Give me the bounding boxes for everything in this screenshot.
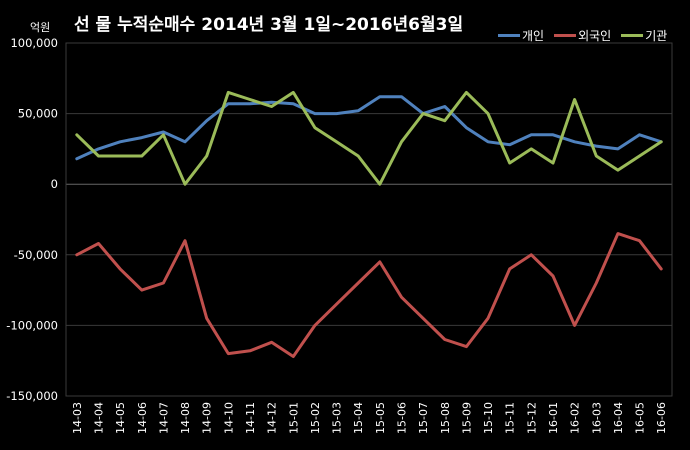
x-tick-label: 15-05 — [374, 402, 387, 434]
series-lines — [75, 90, 663, 358]
x-tick-label: 15-12 — [525, 402, 538, 434]
legend-label-individual: 개인 — [522, 29, 545, 43]
x-tick-label: 16-05 — [634, 402, 647, 434]
legend-label-foreign: 외국인 — [578, 29, 612, 43]
y-axis: 100,000 50,000 0 -50,000 -100,000 -150,000 — [6, 36, 58, 403]
x-tick-label: 15-09 — [460, 402, 473, 434]
x-tick-label: 15-04 — [352, 402, 365, 434]
x-tick-label: 16-03 — [590, 402, 603, 434]
y-tick-label: -100,000 — [6, 318, 58, 332]
y-tick-label: -50,000 — [14, 248, 58, 262]
legend-label-institution: 기관 — [645, 29, 668, 43]
series-line-2 — [75, 90, 663, 186]
chart-title: 선 물 누적순매수 2014년 3월 1일~2016년6월3일 — [74, 15, 464, 35]
y-tick-label: 50,000 — [18, 107, 58, 121]
x-tick-label: 14-11 — [244, 402, 257, 434]
y-tick-label: -150,000 — [6, 389, 58, 403]
legend-item-individual: 개인 — [498, 27, 544, 44]
gridlines — [66, 113, 672, 326]
x-tick-label: 15-02 — [309, 402, 322, 434]
legend-swatch-foreign — [554, 34, 577, 37]
y-tick-label: 100,000 — [10, 36, 58, 50]
x-axis: 14-03 14-04 14-05 14-06 14-07 14-08 14-09 14-10… — [71, 402, 668, 434]
legend: 개인 외국인 기관 — [498, 27, 667, 44]
x-tick-label: 15-11 — [504, 402, 517, 434]
y-unit-label: 억원 — [30, 21, 51, 34]
x-tick-label: 15-01 — [287, 402, 300, 434]
y-tick-label: 0 — [51, 177, 58, 191]
x-tick-label: 14-03 — [71, 402, 84, 434]
legend-item-foreign: 외국인 — [554, 27, 611, 44]
x-tick-label: 15-06 — [395, 402, 408, 434]
x-tick-label: 15-08 — [439, 402, 452, 434]
x-tick-label: 16-01 — [547, 402, 560, 434]
legend-item-institution: 기관 — [621, 27, 667, 44]
series-line-0 — [75, 95, 663, 161]
series-line-1 — [75, 232, 663, 358]
x-tick-label: 15-03 — [331, 402, 344, 434]
x-tick-label: 16-06 — [655, 402, 668, 434]
x-tick-label: 14-09 — [201, 402, 214, 434]
x-tick-label: 16-02 — [569, 402, 582, 434]
x-tick-label: 16-04 — [612, 402, 625, 434]
x-tick-label: 14-10 — [222, 402, 235, 434]
x-tick-label: 15-07 — [417, 402, 430, 434]
x-tick-label: 14-07 — [157, 402, 170, 434]
legend-swatch-institution — [621, 34, 644, 37]
x-tick-label: 14-05 — [114, 402, 127, 434]
x-tick-label: 14-12 — [266, 402, 279, 434]
plot-area-frame — [65, 42, 673, 397]
legend-swatch-individual — [498, 34, 520, 37]
x-tick-label: 14-04 — [92, 402, 105, 434]
x-tick-label: 15-10 — [482, 402, 495, 434]
x-tick-label: 14-08 — [179, 402, 192, 434]
x-tick-label: 14-06 — [136, 402, 149, 434]
